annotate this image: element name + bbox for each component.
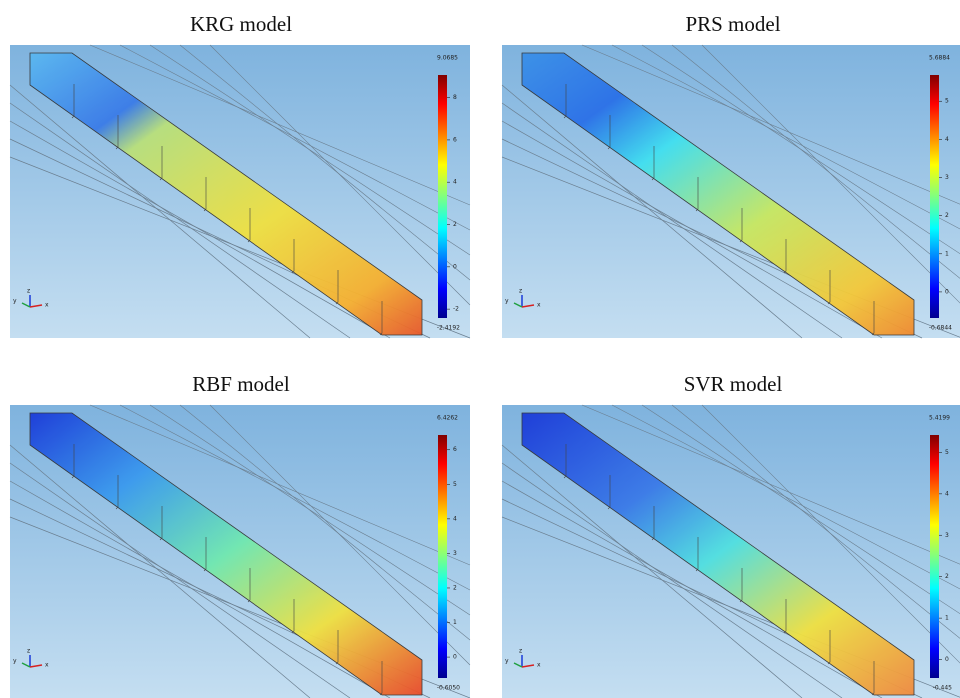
axis-label: z — [519, 288, 522, 295]
axis-label: z — [27, 648, 30, 655]
colorbar-tick-label: 1 — [453, 619, 457, 626]
colorbar-tick-label: 1 — [945, 615, 949, 622]
colorbar-tick-label: 3 — [453, 550, 457, 557]
colorbar-min: -0.445 — [933, 685, 953, 692]
colorbar-tick-label: 3 — [945, 174, 949, 181]
axis-label: x — [45, 302, 49, 309]
colorbar-min: -0.6844 — [929, 325, 952, 332]
colorbar-tick-label: 0 — [945, 288, 949, 295]
colorbar-tick-label: 5 — [945, 98, 949, 105]
colorbar-tick-label: 0 — [453, 654, 457, 661]
panel-title: PRS model — [685, 12, 780, 36]
colorbar-tick-label: 2 — [453, 584, 457, 591]
axis-label: x — [45, 662, 49, 669]
panel: z x y 5.6884 -0.6844 5 4 3 2 1 0 — [502, 45, 960, 338]
colorbar — [930, 75, 939, 318]
colorbar-max: 6.4262 — [437, 415, 458, 422]
panel-title: KRG model — [190, 12, 292, 36]
axis-label: y — [13, 658, 17, 665]
colorbar — [438, 75, 447, 318]
colorbar-max: 5.6884 — [929, 55, 950, 62]
colorbar-tick-label: 3 — [945, 532, 949, 539]
colorbar-min: -2.4192 — [437, 325, 460, 332]
axis-label: z — [27, 288, 30, 295]
axis-label: z — [519, 648, 522, 655]
colorbar — [930, 435, 939, 678]
colorbar-tick-label: 0 — [453, 263, 457, 270]
panel: z x y 9.0685 -2.4192 8 6 4 2 0 -2 — [10, 45, 470, 338]
colorbar-tick-label: 4 — [945, 136, 949, 143]
colorbar-tick-label: 2 — [945, 212, 949, 219]
colorbar-tick-label: 4 — [453, 179, 457, 186]
panel: z x y 5.4199 -0.445 5 4 3 2 1 0 — [502, 405, 960, 698]
colorbar-tick-label: 2 — [945, 573, 949, 580]
colorbar-tick-label: -2 — [453, 306, 459, 313]
axis-label: y — [13, 298, 17, 305]
colorbar-tick-label: 1 — [945, 250, 949, 257]
colorbar-min: -0.6050 — [437, 685, 460, 692]
colorbar-tick-label: 5 — [945, 449, 949, 456]
axis-label: y — [505, 658, 509, 665]
panel-title: RBF model — [192, 372, 290, 396]
panel: z x y 6.4262 -0.6050 6 5 4 3 2 1 0 — [10, 405, 470, 698]
axis-label: x — [537, 302, 541, 309]
colorbar-tick-label: 4 — [453, 515, 457, 522]
figure: KRG model z x y 9.0685 -2.4192 8 6 4 2 0 -2 PRS mode… — [0, 0, 960, 698]
colorbar-max: 5.4199 — [929, 415, 950, 422]
axis-label: y — [505, 298, 509, 305]
colorbar — [438, 435, 447, 678]
axis-label: x — [537, 662, 541, 669]
colorbar-max: 9.0685 — [437, 55, 458, 62]
colorbar-tick-label: 6 — [453, 446, 457, 453]
colorbar-tick-label: 4 — [945, 490, 949, 497]
colorbar-tick-label: 2 — [453, 221, 457, 228]
colorbar-tick-label: 0 — [945, 656, 949, 663]
colorbar-tick-label: 6 — [453, 136, 457, 143]
colorbar-tick-label: 8 — [453, 94, 457, 101]
panel-title: SVR model — [684, 372, 783, 396]
colorbar-tick-label: 5 — [453, 481, 457, 488]
